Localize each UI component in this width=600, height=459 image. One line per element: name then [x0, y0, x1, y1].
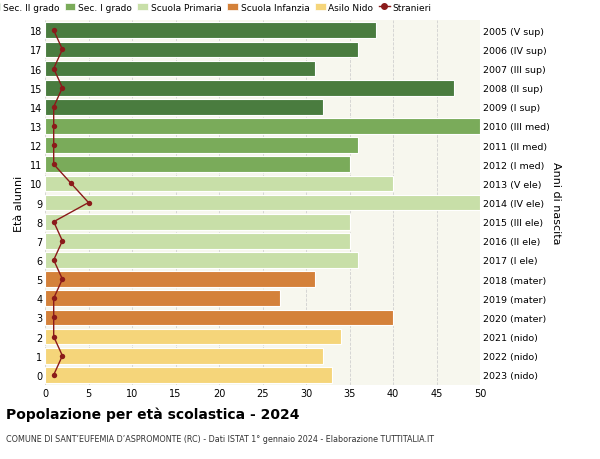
Legend: Sec. II grado, Sec. I grado, Scuola Primaria, Scuola Infanzia, Asilo Nido, Stran: Sec. II grado, Sec. I grado, Scuola Prim… [0, 4, 431, 12]
Point [58, 85, 67, 92]
Bar [45, 214, 350, 230]
Point [49, 371, 59, 379]
Point [49, 66, 59, 73]
Point [49, 314, 59, 321]
Point [66, 180, 76, 188]
Point [49, 218, 59, 226]
Point [84, 199, 94, 207]
Bar [45, 367, 332, 383]
Point [49, 333, 59, 341]
Point [49, 295, 59, 302]
Bar [45, 252, 358, 268]
Y-axis label: Anni di nascita: Anni di nascita [551, 162, 561, 244]
Point [58, 276, 67, 283]
Point [49, 257, 59, 264]
Bar [45, 176, 393, 192]
Bar [45, 234, 350, 249]
Text: Popolazione per età scolastica - 2024: Popolazione per età scolastica - 2024 [6, 406, 299, 421]
Bar [45, 329, 341, 345]
Point [58, 238, 67, 245]
Point [49, 161, 59, 168]
Point [49, 142, 59, 150]
Bar [45, 195, 480, 211]
Bar [45, 42, 358, 58]
Point [49, 123, 59, 130]
Bar [45, 138, 358, 154]
Text: COMUNE DI SANT’EUFEMIA D’ASPROMONTE (RC) - Dati ISTAT 1° gennaio 2024 - Elaboraz: COMUNE DI SANT’EUFEMIA D’ASPROMONTE (RC)… [6, 434, 434, 443]
Bar [45, 62, 315, 77]
Point [58, 47, 67, 54]
Y-axis label: Età alunni: Età alunni [14, 175, 24, 231]
Bar [45, 310, 393, 325]
Bar [45, 81, 454, 96]
Bar [45, 291, 280, 307]
Point [58, 352, 67, 359]
Bar [45, 23, 376, 39]
Bar [45, 119, 480, 134]
Bar [45, 100, 323, 115]
Bar [45, 157, 350, 173]
Bar [45, 272, 315, 287]
Bar [45, 348, 323, 364]
Point [49, 28, 59, 35]
Point [49, 104, 59, 111]
